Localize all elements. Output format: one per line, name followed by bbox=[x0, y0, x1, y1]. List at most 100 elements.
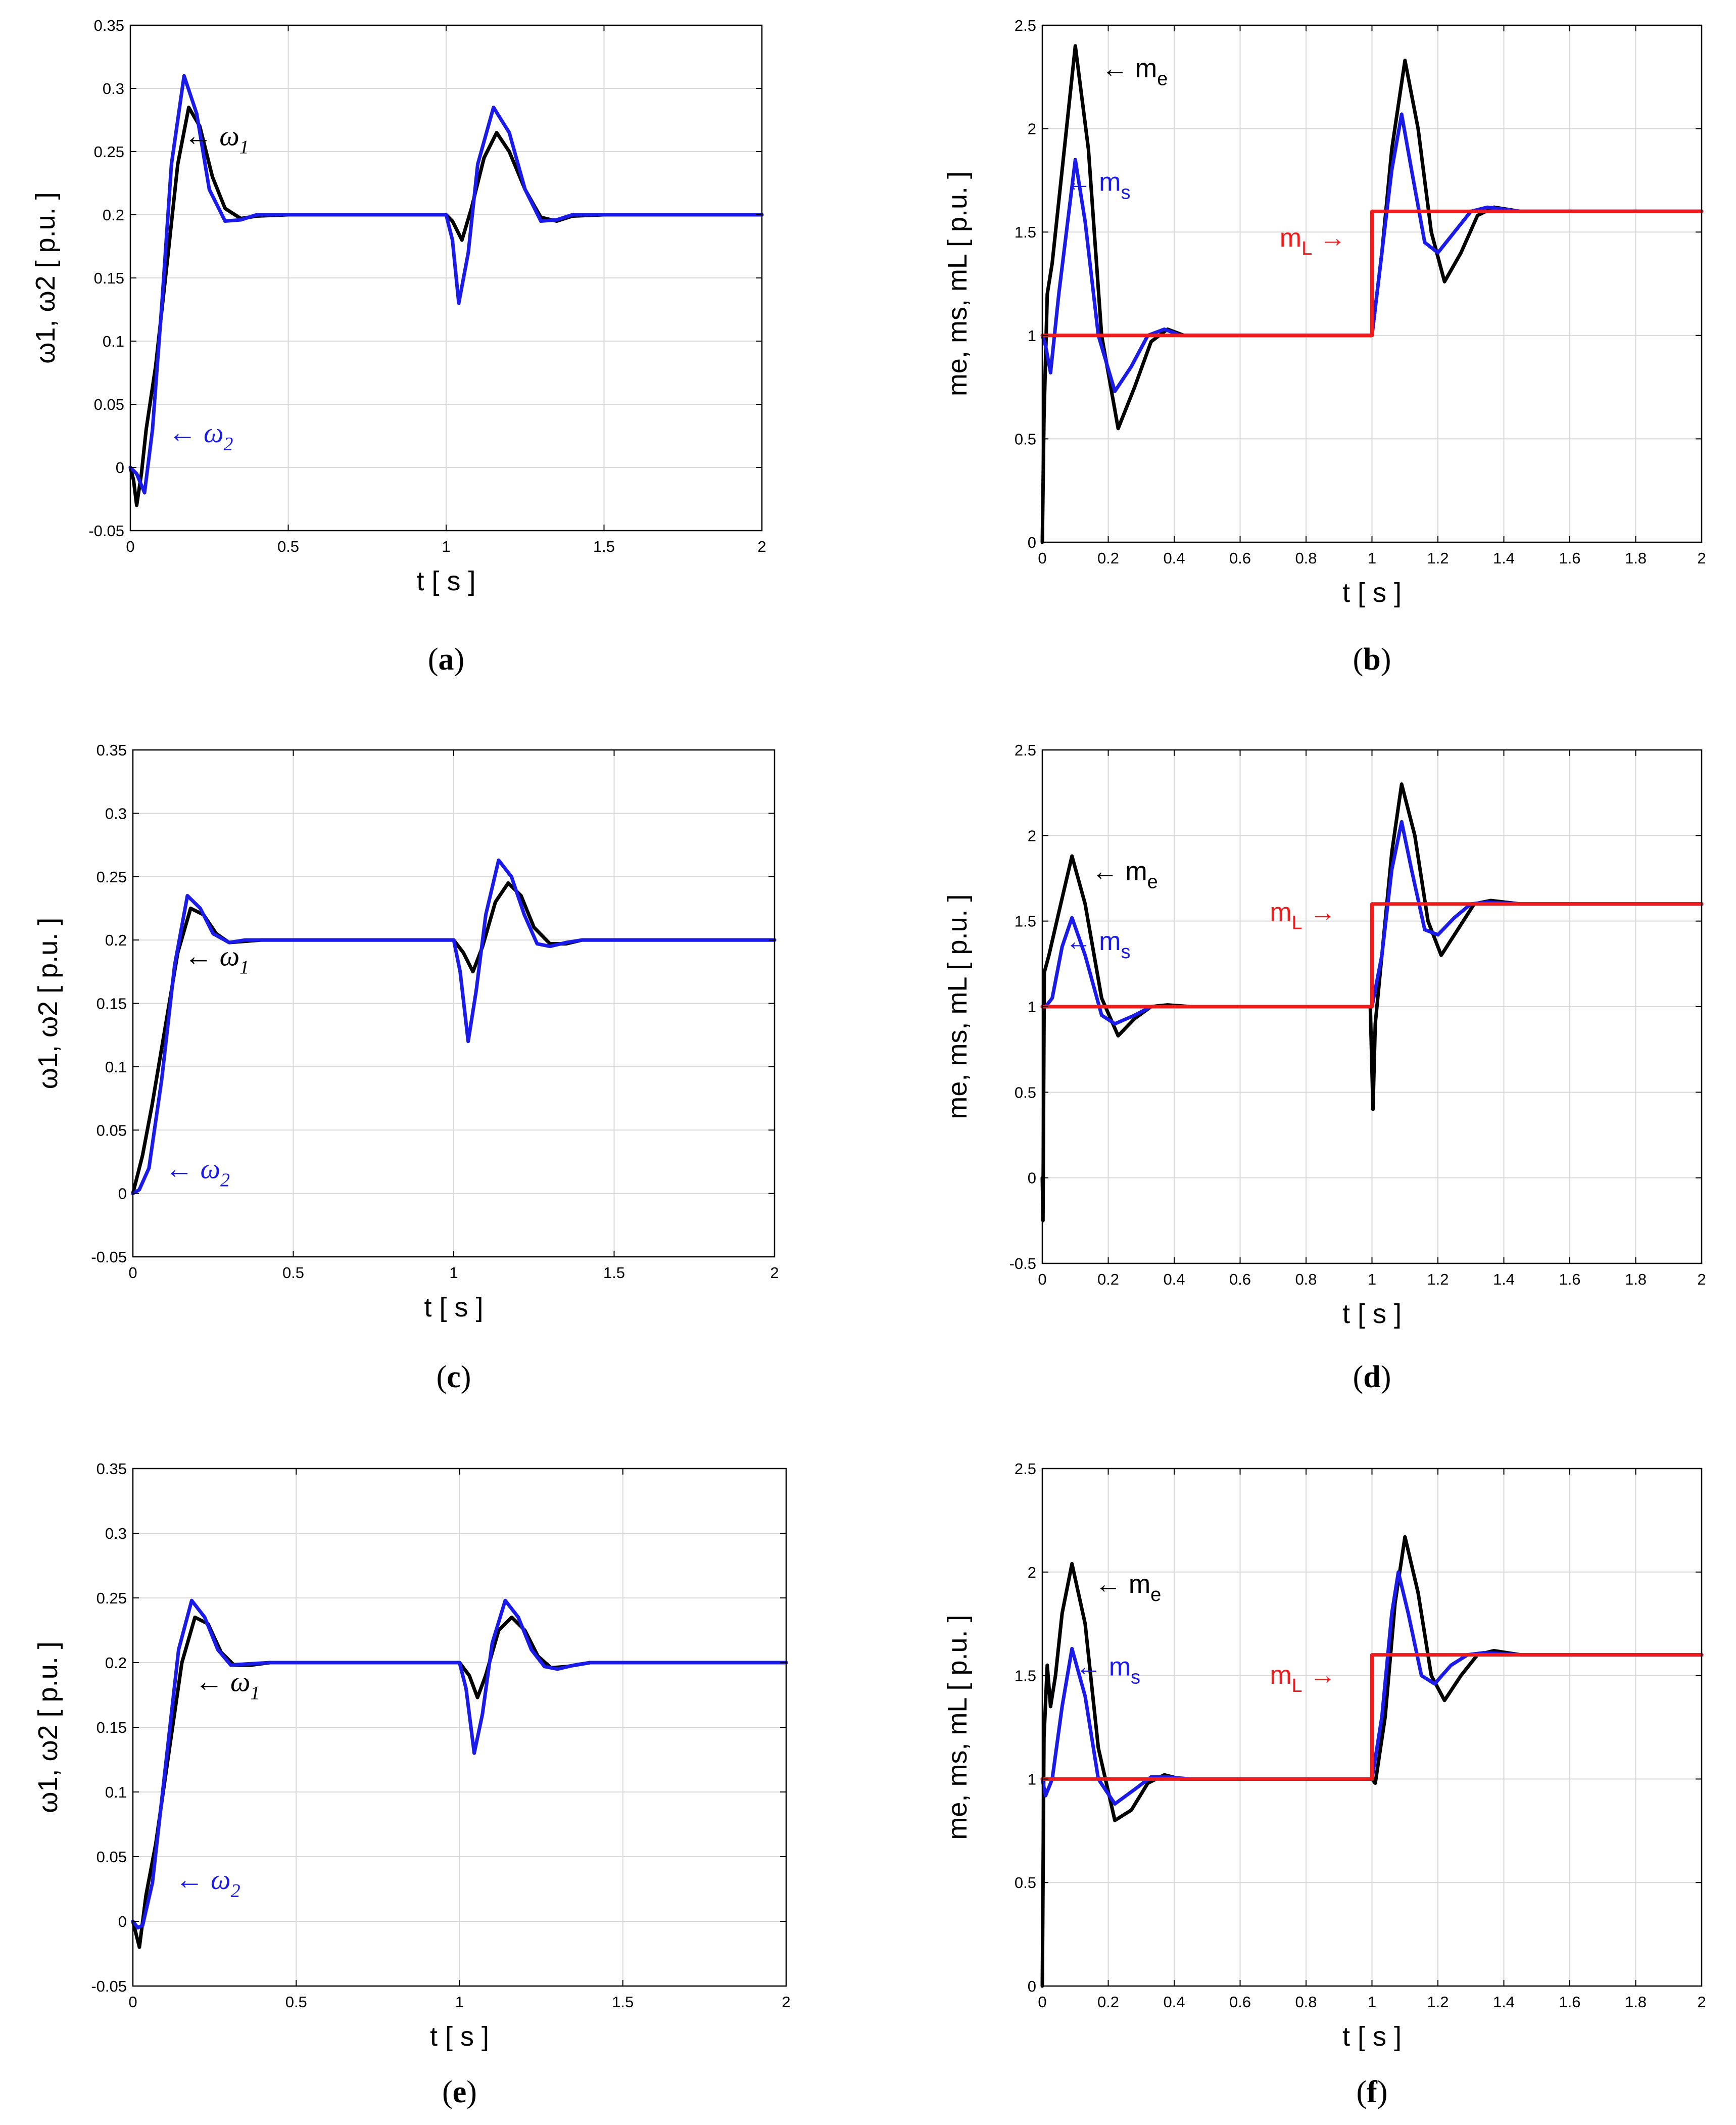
y-tick-label: 0 bbox=[1028, 534, 1036, 551]
x-tick-label: 0.2 bbox=[1097, 549, 1119, 567]
y-tick-label: -0.05 bbox=[91, 1977, 127, 1995]
x-tick-label: 0 bbox=[128, 1993, 137, 2011]
y-tick-label: 0.3 bbox=[103, 80, 124, 98]
x-tick-label: 0 bbox=[126, 538, 134, 555]
chart-panel-b: 0 0.2 0.4 0.6 0.8 1 1.2 1.4 1.6 1.8 2 0 0.5 1 1.5 2 2.5 t… bbox=[942, 17, 1706, 677]
panel-caption: (b) bbox=[1353, 642, 1391, 677]
x-tick-label: 1.2 bbox=[1427, 1993, 1449, 2011]
x-tick-label: 2 bbox=[1697, 1270, 1706, 1288]
x-tick-label: 2 bbox=[782, 1993, 790, 2011]
y-tick-label: 0.15 bbox=[94, 269, 124, 287]
y-tick-label: 1 bbox=[1028, 998, 1036, 1016]
y-tick-label: 0 bbox=[118, 1913, 127, 1930]
annotation-s: ← ms bbox=[1075, 1652, 1140, 1688]
x-tick-label: 1.2 bbox=[1427, 549, 1449, 567]
x-tick-label: 0.8 bbox=[1295, 1993, 1317, 2011]
annotation-e: ← me bbox=[1101, 54, 1168, 89]
annotation-2: ← ω2 bbox=[175, 1864, 240, 1902]
x-tick-label: 1 bbox=[442, 538, 450, 555]
x-tick-label: 0.8 bbox=[1295, 1270, 1317, 1288]
y-axis-label: me, ms, mL [ p.u. ] bbox=[942, 171, 973, 396]
y-tick-label: 0.5 bbox=[1015, 1874, 1036, 1892]
y-tick-label: 0.5 bbox=[1015, 1083, 1036, 1101]
y-tick-label: 1.5 bbox=[1015, 913, 1036, 930]
x-tick-label: 1 bbox=[1368, 549, 1376, 567]
annotation-L: mL → bbox=[1270, 898, 1336, 934]
x-tick-label: 2 bbox=[1697, 549, 1706, 567]
y-tick-label: 0.35 bbox=[97, 741, 127, 759]
chart-panel-e: 0 0.5 1 1.5 2-0.0500.050.10.150.20.250.30.35… bbox=[33, 1460, 791, 2109]
annotation-s: ← ms bbox=[1066, 167, 1131, 203]
y-tick-label: 0 bbox=[1028, 1977, 1036, 1995]
annotation-1: ← ω1 bbox=[195, 1666, 260, 1704]
x-axis-label: t [ s ] bbox=[1342, 1299, 1402, 1329]
y-tick-label: -0.05 bbox=[91, 1248, 127, 1266]
y-tick-label: 2 bbox=[1028, 827, 1036, 844]
y-axis-label: ω1, ω2 [ p.u. ] bbox=[33, 918, 63, 1089]
y-tick-label: 0.2 bbox=[105, 931, 127, 949]
x-tick-label: 1.6 bbox=[1559, 549, 1580, 567]
series-line-mL bbox=[1040, 902, 1704, 1009]
y-tick-label: 2 bbox=[1028, 1564, 1036, 1581]
x-tick-label: 1 bbox=[1368, 1993, 1376, 2011]
panel-caption: (a) bbox=[428, 642, 464, 677]
annotation-e: ← me bbox=[1095, 1570, 1161, 1605]
panel-caption: (e) bbox=[442, 2075, 477, 2109]
x-tick-label: 0 bbox=[128, 1264, 137, 1282]
x-tick-label: 1.5 bbox=[612, 1993, 634, 2011]
x-tick-label: 0.6 bbox=[1229, 549, 1251, 567]
y-tick-label: 0.1 bbox=[103, 333, 124, 350]
y-tick-label: 0.05 bbox=[97, 1848, 127, 1866]
y-tick-label: 0.1 bbox=[105, 1058, 127, 1076]
y-tick-label: -0.05 bbox=[88, 522, 124, 540]
x-tick-label: 1.8 bbox=[1625, 1993, 1647, 2011]
x-tick-label: 1.6 bbox=[1559, 1270, 1580, 1288]
x-tick-label: 2 bbox=[757, 538, 766, 555]
x-tick-label: 1 bbox=[455, 1993, 464, 2011]
x-tick-label: 1.4 bbox=[1493, 1993, 1515, 2011]
annotation-2: ← ω2 bbox=[168, 417, 233, 455]
y-tick-label: 0.3 bbox=[105, 805, 127, 822]
series-line-mL bbox=[1040, 209, 1704, 338]
x-tick-label: 1.5 bbox=[593, 538, 615, 555]
y-tick-label: 0 bbox=[116, 459, 124, 477]
annotation-e: ← me bbox=[1092, 857, 1158, 892]
y-axis-label: me, ms, mL [ p.u. ] bbox=[942, 894, 973, 1119]
x-axis-label: t [ s ] bbox=[416, 566, 475, 596]
x-tick-label: 0.5 bbox=[282, 1264, 304, 1282]
y-tick-label: 0.1 bbox=[105, 1783, 127, 1801]
panel-caption: (f) bbox=[1357, 2075, 1388, 2109]
x-tick-label: 1.2 bbox=[1427, 1270, 1449, 1288]
y-tick-label: 0.2 bbox=[103, 206, 124, 224]
y-tick-label: 0.15 bbox=[97, 1719, 127, 1736]
panel-caption: (c) bbox=[437, 1360, 471, 1394]
y-tick-label: 1.5 bbox=[1015, 223, 1036, 241]
x-tick-label: 0.2 bbox=[1097, 1270, 1119, 1288]
chart-panel-c: 0 0.5 1 1.5 2-0.0500.050.10.150.20.250.30.35… bbox=[33, 741, 779, 1394]
x-tick-label: 0.6 bbox=[1229, 1270, 1251, 1288]
x-axis-label: t [ s ] bbox=[424, 1292, 483, 1323]
x-tick-label: 0.4 bbox=[1163, 1993, 1185, 2011]
panel-caption: (d) bbox=[1353, 1360, 1391, 1394]
y-tick-label: 0.35 bbox=[94, 17, 124, 34]
x-tick-label: 1.4 bbox=[1493, 549, 1515, 567]
y-axis-label: ω1, ω2 [ p.u. ] bbox=[33, 1641, 63, 1813]
series-line-mL bbox=[1040, 1653, 1704, 1781]
annotation-L: mL → bbox=[1280, 223, 1346, 259]
chart-panel-d: 0 0.2 0.4 0.6 0.8 1 1.2 1.4 1.6 1.8 2-0.500.511.52… bbox=[942, 741, 1706, 1394]
y-tick-label: 0 bbox=[118, 1185, 127, 1203]
y-tick-label: 0.05 bbox=[97, 1121, 127, 1139]
y-tick-label: -0.5 bbox=[1009, 1255, 1036, 1272]
annotation-L: mL → bbox=[1270, 1661, 1336, 1696]
y-tick-label: 0.15 bbox=[97, 995, 127, 1013]
series-line-ω2 bbox=[131, 1598, 788, 1930]
y-tick-label: 0 bbox=[1028, 1169, 1036, 1187]
y-tick-label: 0.2 bbox=[105, 1654, 127, 1672]
chart-panel-f: 0 0.2 0.4 0.6 0.8 1 1.2 1.4 1.6 1.8 2 0 0.5 1 1.5 2 2.5 t… bbox=[942, 1460, 1706, 2109]
x-tick-label: 1 bbox=[449, 1264, 458, 1282]
x-tick-label: 2 bbox=[770, 1264, 779, 1282]
x-tick-label: 1.5 bbox=[603, 1264, 625, 1282]
x-tick-label: 0.2 bbox=[1097, 1993, 1119, 2011]
x-tick-label: 1.8 bbox=[1625, 1270, 1647, 1288]
